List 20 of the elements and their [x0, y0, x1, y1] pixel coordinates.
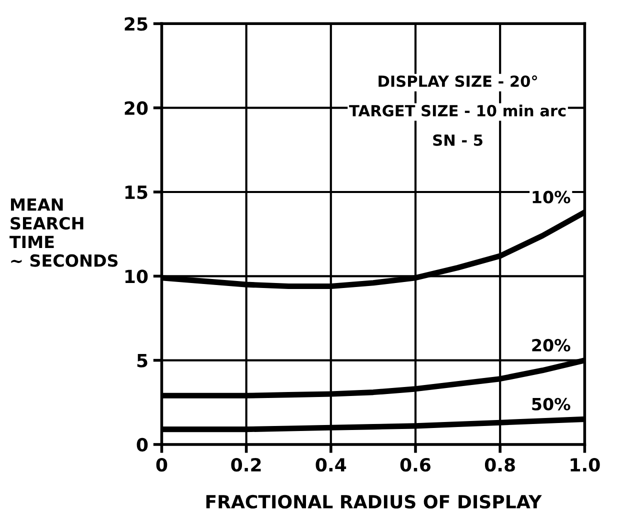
x-axis-title: FRACTIONAL RADIUS OF DISPLAY: [206, 494, 542, 509]
annotation: TARGET SIZE - 10 min arc: [349, 104, 566, 116]
annotation: DISPLAY SIZE - 20°: [378, 75, 538, 88]
x-tick-label: 0.2: [231, 458, 261, 472]
x-tick-label: 0.6: [400, 458, 431, 472]
y-tick-label: 15: [125, 186, 148, 200]
series-label: 20%: [532, 338, 570, 352]
y-tick-label: 5: [137, 354, 148, 368]
y-tick-label: 0: [136, 438, 148, 452]
series-label: 10%: [532, 190, 570, 204]
y-tick-label: 25: [124, 17, 148, 31]
x-tick-label: 1.0: [570, 458, 600, 472]
y-tick-label: 10: [125, 270, 148, 284]
series-label: 50%: [532, 398, 570, 410]
annotation: SN - 5: [433, 134, 482, 146]
x-tick-label: 0: [156, 458, 168, 472]
y-tick-label: 20: [124, 101, 148, 115]
x-tick-label: 0.4: [316, 458, 346, 472]
y-axis-title: MEAN SEARCH TIME ~ SECONDS: [10, 198, 118, 267]
x-tick-label: 0.8: [484, 458, 515, 472]
